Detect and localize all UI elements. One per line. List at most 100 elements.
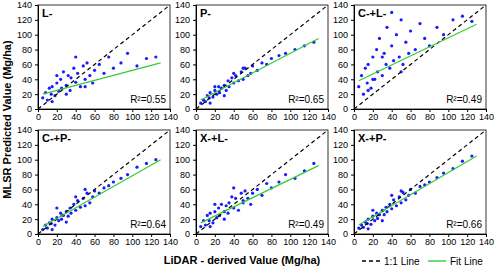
panel: 020406080100120140020406080100120140X-+L… <box>175 125 336 247</box>
point <box>220 203 223 206</box>
point <box>376 217 379 220</box>
point <box>119 61 122 64</box>
tick-label: 0 <box>352 237 357 247</box>
tick-label: 120 <box>17 15 32 25</box>
tick-label: 100 <box>175 155 190 165</box>
tick-mark <box>193 204 196 205</box>
x-tick: 120 <box>144 109 159 122</box>
tick-mark <box>351 189 354 190</box>
point <box>284 173 287 176</box>
tick-label: 80 <box>109 112 119 122</box>
x-tick: 40 <box>71 109 81 122</box>
tick-label: 60 <box>338 185 348 195</box>
point <box>209 225 212 228</box>
x-tick: 120 <box>302 109 317 122</box>
point <box>404 41 407 44</box>
tick-mark <box>351 50 354 51</box>
tick-label: 80 <box>425 112 435 122</box>
point <box>390 44 393 47</box>
x-tick: 20 <box>368 109 378 122</box>
tick-mark <box>351 175 354 176</box>
tick-label: 60 <box>90 237 100 247</box>
point <box>392 59 395 62</box>
tick-label: 100 <box>441 237 456 247</box>
tick-label: 40 <box>338 75 348 85</box>
point <box>67 74 70 77</box>
y-tick: 40 <box>338 200 354 210</box>
tick-label: 140 <box>17 0 32 10</box>
point <box>67 215 70 218</box>
x-tick: 80 <box>267 234 277 247</box>
panel-title: P- <box>200 7 211 19</box>
point <box>227 201 230 204</box>
x-axis: 020406080100120140 <box>36 234 178 247</box>
tick-mark <box>193 20 196 21</box>
y-tick: 80 <box>180 45 196 55</box>
point <box>223 218 226 221</box>
point <box>385 210 388 213</box>
tick-mark <box>351 234 354 235</box>
reference-line <box>196 130 328 234</box>
y-tick: 80 <box>338 170 354 180</box>
x-tick: 100 <box>125 234 140 247</box>
tick-label: 60 <box>180 185 190 195</box>
frame <box>196 130 328 234</box>
point <box>400 201 403 204</box>
point <box>265 182 268 185</box>
point <box>366 81 369 84</box>
tick-mark <box>193 50 196 51</box>
tick-label: 140 <box>163 237 178 247</box>
point <box>461 15 464 18</box>
point <box>384 63 387 66</box>
point <box>225 204 228 207</box>
panel-title: X-+P- <box>358 132 387 144</box>
point <box>204 223 207 226</box>
y-tick: 0 <box>343 229 354 239</box>
point <box>234 197 237 200</box>
point <box>82 64 85 67</box>
tick-mark <box>351 160 354 161</box>
x-tick: 20 <box>210 109 220 122</box>
point <box>102 72 105 75</box>
point <box>211 221 214 224</box>
point <box>98 63 101 66</box>
tick-label: 80 <box>267 237 277 247</box>
axis-line <box>35 131 39 235</box>
x-tick: 100 <box>283 109 298 122</box>
tick-mark <box>193 175 196 176</box>
point <box>251 192 254 195</box>
y-tick: 100 <box>17 155 38 165</box>
point <box>383 52 386 55</box>
tick-label: 60 <box>248 112 258 122</box>
tick-mark <box>351 94 354 95</box>
legend-label: 1:1 Line <box>384 256 420 267</box>
x-tick: 60 <box>90 234 100 247</box>
x-tick: 140 <box>163 109 178 122</box>
point <box>226 79 229 82</box>
x-tick: 140 <box>321 109 336 122</box>
y-tick: 60 <box>180 185 196 195</box>
tick-label: 20 <box>52 112 62 122</box>
tick-label: 140 <box>479 112 494 122</box>
y-tick: 140 <box>17 125 38 135</box>
point <box>385 26 388 29</box>
axis-line <box>193 131 197 235</box>
tick-label: 40 <box>387 112 397 122</box>
tick-mark <box>35 94 38 95</box>
tick-mark <box>351 35 354 36</box>
y-axis: 020406080100120140 <box>17 0 39 114</box>
point <box>209 212 212 215</box>
x-axis: 020406080100120140 <box>352 109 494 122</box>
reference-line <box>354 130 486 234</box>
tick-mark <box>35 130 38 131</box>
point <box>367 89 370 92</box>
y-tick: 0 <box>27 229 38 239</box>
tick-mark <box>351 219 354 220</box>
point <box>418 22 421 25</box>
tick-mark <box>193 160 196 161</box>
tick-label: 80 <box>267 112 277 122</box>
tick-label: 20 <box>338 215 348 225</box>
tick-label: 120 <box>17 140 32 150</box>
point <box>256 188 259 191</box>
point <box>395 33 398 36</box>
